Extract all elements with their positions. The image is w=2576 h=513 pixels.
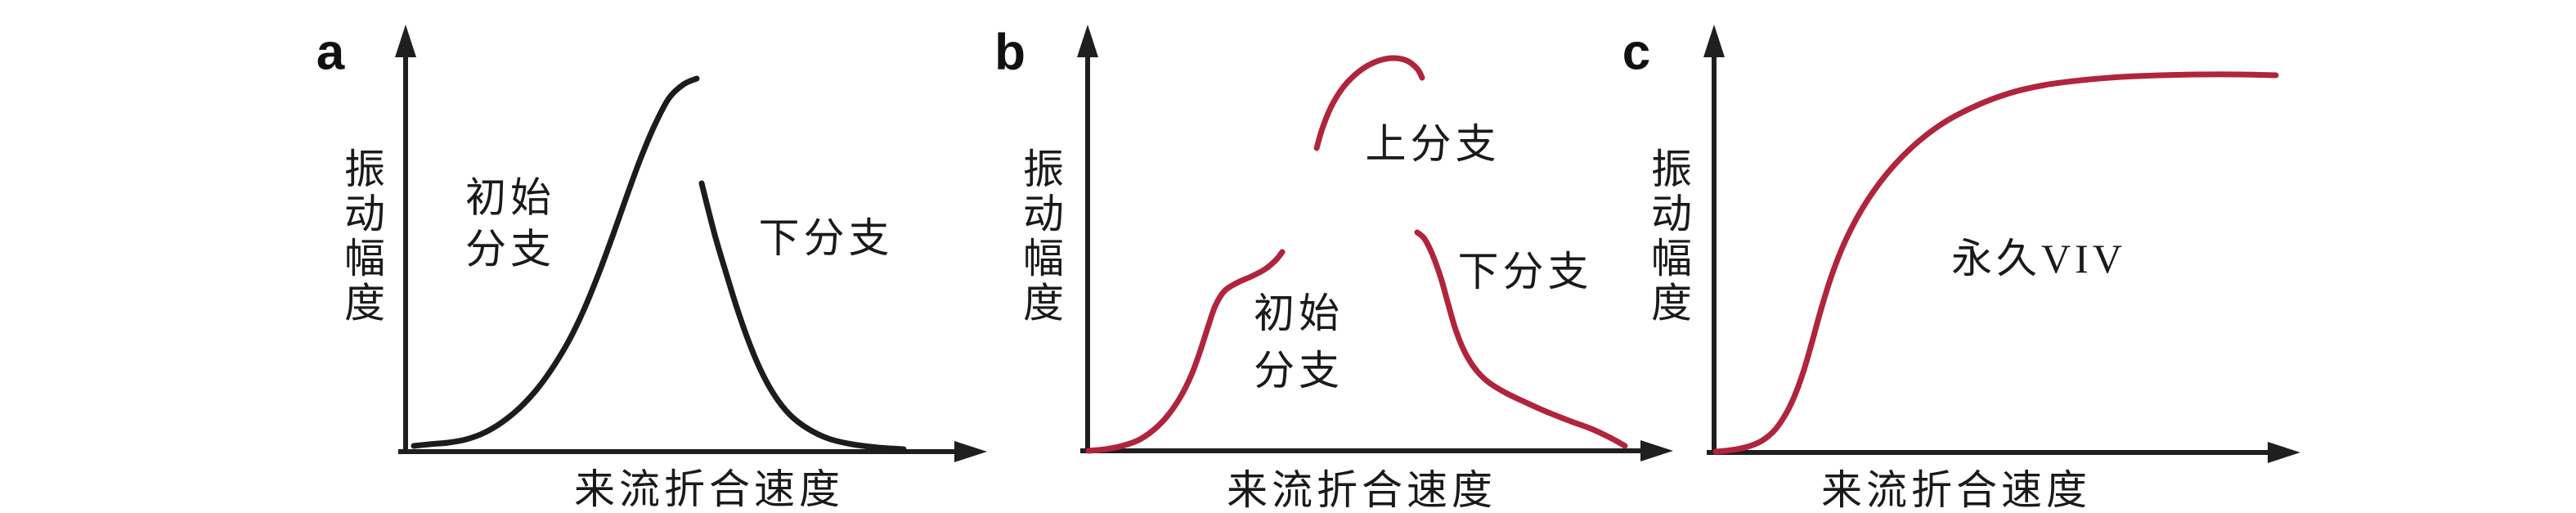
initial-branch-label: 初始分支	[465, 175, 555, 272]
y-axis-label: 振动幅度	[1023, 146, 1064, 326]
upper-branch-label: 上分支	[1366, 121, 1501, 167]
y-axis-arrow-icon	[1077, 25, 1098, 57]
permanent-viv-label: 永久VIV	[1951, 236, 2126, 281]
curve-a	[411, 75, 700, 449]
curve-b	[1085, 249, 1286, 454]
y-axis-arrow-icon	[395, 25, 416, 57]
x-axis-label: 来流折合速度	[574, 466, 844, 512]
x-axis-arrow-icon	[2268, 442, 2300, 463]
x-axis-label: 来流折合速度	[1227, 467, 1497, 513]
x-axis-arrow-icon	[1640, 440, 1673, 461]
curve-c	[1712, 71, 2279, 455]
lower-branch-label: 下分支	[759, 215, 894, 261]
y-axis-label: 振动幅度	[344, 146, 385, 326]
panel-letter: c	[1622, 25, 1650, 81]
initial-branch-label: 初始分支	[1254, 290, 1344, 394]
y-axis-label: 振动幅度	[1651, 146, 1692, 326]
x-axis-arrow-icon	[954, 441, 987, 462]
curve-a	[698, 180, 907, 452]
lower-branch-label: 下分支	[1458, 249, 1593, 295]
panel-letter: b	[994, 25, 1025, 81]
x-axis-label: 来流折合速度	[1821, 467, 2091, 513]
y-axis-arrow-icon	[1703, 25, 1725, 57]
panel-letter: a	[316, 25, 345, 81]
curve-b	[1414, 229, 1628, 449]
curve-b	[1313, 55, 1425, 151]
